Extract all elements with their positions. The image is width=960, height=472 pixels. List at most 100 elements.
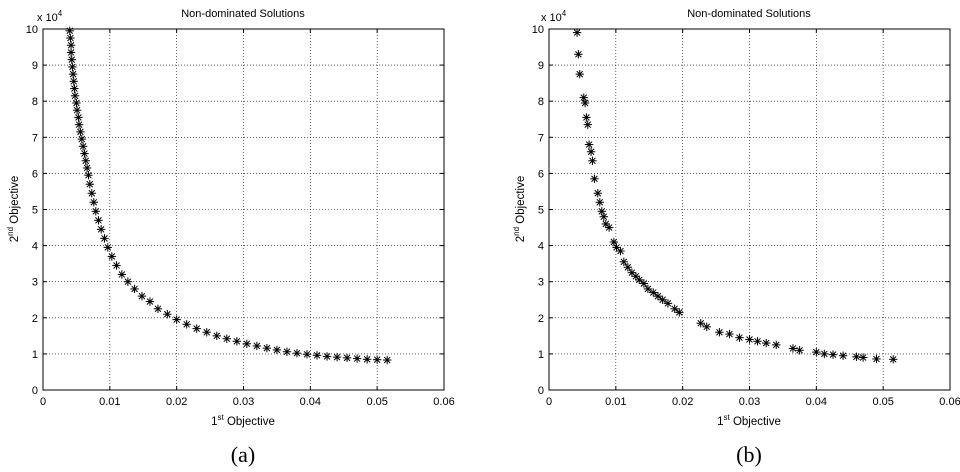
x-axis-label: 1st Objective xyxy=(717,413,781,428)
y-axis-multiplier-exponent: 4 xyxy=(58,9,63,18)
data-point xyxy=(213,332,221,340)
data-point xyxy=(812,348,820,356)
chart-panel-b: 0 0.01 0.02 0.03 0.04 0.05 0.06 0 1 2 3 … xyxy=(512,8,960,467)
y-tick-label: 7 xyxy=(538,132,544,144)
y-tick-label: 8 xyxy=(538,96,544,108)
data-point xyxy=(76,128,84,136)
chart-title: Non-dominated Solutions xyxy=(181,8,305,20)
data-point xyxy=(92,207,100,215)
data-point xyxy=(130,285,138,293)
data-point xyxy=(83,164,91,172)
x-tick-label: 0.04 xyxy=(300,396,321,408)
data-point xyxy=(383,356,391,364)
data-point xyxy=(97,225,105,233)
y-tick-label: 10 xyxy=(532,24,544,36)
data-point xyxy=(640,279,648,287)
data-point xyxy=(353,354,361,362)
y-axis-multiplier: x 104 xyxy=(541,9,567,24)
x-axis-label-text: Objective xyxy=(730,416,781,428)
data-point xyxy=(66,27,74,35)
data-point xyxy=(675,308,683,316)
y-tick-labels: 0 1 2 3 4 5 6 7 8 9 10 xyxy=(26,24,38,397)
data-point xyxy=(138,292,146,300)
data-point xyxy=(68,55,76,63)
y-axis-label-superscript: nd xyxy=(512,227,521,236)
x-tick-label: 0 xyxy=(40,396,46,408)
data-point xyxy=(104,243,112,251)
data-point xyxy=(108,252,116,260)
y-axis-label-superscript: nd xyxy=(6,227,15,236)
x-tick-label: 0.06 xyxy=(433,396,454,408)
x-tick-label: 0.01 xyxy=(605,396,626,408)
y-tick-label: 9 xyxy=(538,60,544,72)
data-point xyxy=(72,99,80,107)
data-point xyxy=(596,198,604,206)
x-tick-label: 0.05 xyxy=(366,396,387,408)
data-point xyxy=(75,120,83,128)
data-point xyxy=(68,63,76,71)
data-point xyxy=(193,324,201,332)
data-point xyxy=(670,305,678,313)
data-point xyxy=(889,355,897,363)
y-axis-label-text: Objective xyxy=(515,176,527,227)
y-tick-label: 3 xyxy=(538,277,544,289)
y-tick-label: 0 xyxy=(32,385,38,397)
data-point xyxy=(664,299,672,307)
data-point xyxy=(69,70,77,78)
data-point xyxy=(80,149,88,157)
data-points xyxy=(573,28,898,363)
data-point xyxy=(745,335,753,343)
data-point xyxy=(74,113,82,121)
y-tick-label: 9 xyxy=(32,60,38,72)
x-tick-label: 0.04 xyxy=(806,396,827,408)
data-point xyxy=(654,292,662,300)
y-tick-label: 8 xyxy=(32,96,38,108)
data-point xyxy=(576,70,584,78)
data-point xyxy=(273,346,281,354)
data-point xyxy=(605,223,613,231)
data-point xyxy=(243,340,251,348)
data-point xyxy=(573,28,581,36)
data-point xyxy=(635,276,643,284)
data-point xyxy=(725,330,733,338)
y-tick-label: 6 xyxy=(538,168,544,180)
data-point xyxy=(172,315,180,323)
data-point xyxy=(118,270,126,278)
data-point xyxy=(753,337,761,345)
data-point xyxy=(293,349,301,357)
data-point xyxy=(67,48,75,56)
data-point xyxy=(585,140,593,148)
data-point xyxy=(587,148,595,156)
data-point xyxy=(594,189,602,197)
data-point xyxy=(839,352,847,360)
data-point xyxy=(233,337,241,345)
data-point xyxy=(86,180,94,188)
y-tick-label: 1 xyxy=(32,349,38,361)
y-axis-label-text: Objective xyxy=(9,176,21,227)
data-point xyxy=(146,297,154,305)
data-point xyxy=(795,346,803,354)
y-tick-label: 2 xyxy=(538,313,544,325)
data-point xyxy=(789,344,797,352)
data-point xyxy=(363,355,371,363)
data-point xyxy=(829,350,837,358)
data-point xyxy=(70,84,78,92)
gridlines xyxy=(43,29,444,390)
y-axis-label: 2nd Objective xyxy=(512,176,527,242)
data-point xyxy=(253,342,261,350)
data-point xyxy=(66,34,74,42)
data-point xyxy=(872,355,880,363)
data-point xyxy=(620,258,628,266)
data-point xyxy=(313,351,321,359)
x-tick-label: 0.02 xyxy=(166,396,187,408)
x-tick-label: 0.03 xyxy=(739,396,760,408)
data-point xyxy=(697,319,705,327)
panel-caption: (a) xyxy=(231,442,255,467)
x-tick-labels: 0 0.01 0.02 0.03 0.04 0.05 0.06 xyxy=(546,396,960,408)
y-tick-label: 4 xyxy=(32,241,38,253)
y-axis-multiplier-base: x 10 xyxy=(37,12,58,24)
data-point xyxy=(574,50,582,58)
data-point xyxy=(644,285,652,293)
y-tick-label: 10 xyxy=(26,24,38,36)
